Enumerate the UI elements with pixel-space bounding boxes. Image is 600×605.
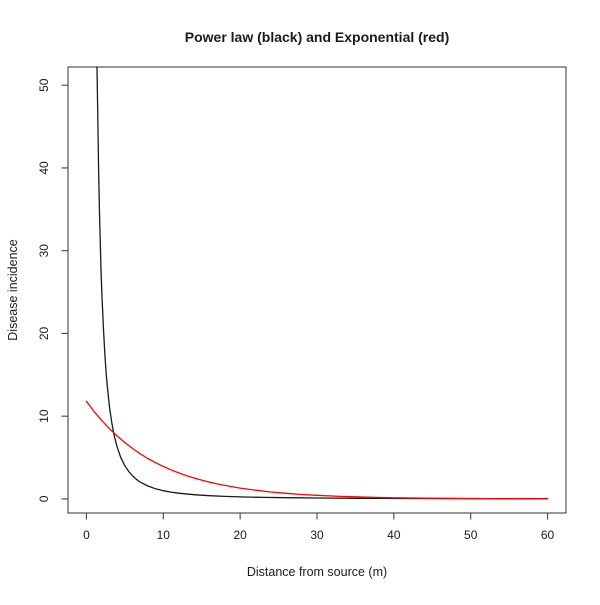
x-axis-label: Distance from source (m) bbox=[247, 565, 387, 579]
y-tick-label: 50 bbox=[37, 78, 51, 92]
power-law-curve bbox=[96, 66, 549, 500]
x-tick-label: 20 bbox=[233, 528, 247, 542]
y-tick-label: 30 bbox=[37, 244, 51, 258]
chart-title: Power law (black) and Exponential (red) bbox=[185, 29, 450, 45]
plot-box bbox=[67, 66, 567, 514]
x-tick-label: 40 bbox=[387, 528, 401, 542]
y-axis-label: Disease incidence bbox=[6, 239, 20, 340]
y-tick-label: 40 bbox=[37, 161, 51, 175]
x-tick-label: 60 bbox=[541, 528, 555, 542]
x-tick-label: 50 bbox=[464, 528, 478, 542]
y-tick-label: 0 bbox=[37, 495, 51, 502]
x-tick-label: 30 bbox=[310, 528, 324, 542]
x-tick-label: 0 bbox=[83, 528, 90, 542]
y-tick-label: 20 bbox=[37, 326, 51, 340]
y-axis-ticks: 0 10 20 30 40 50 bbox=[37, 78, 68, 502]
x-tick-label: 10 bbox=[157, 528, 171, 542]
y-tick-label: 10 bbox=[37, 409, 51, 423]
x-axis-ticks: 0 10 20 30 40 50 60 bbox=[83, 513, 555, 542]
exponential-curve bbox=[85, 400, 549, 500]
series-lines bbox=[85, 66, 549, 500]
